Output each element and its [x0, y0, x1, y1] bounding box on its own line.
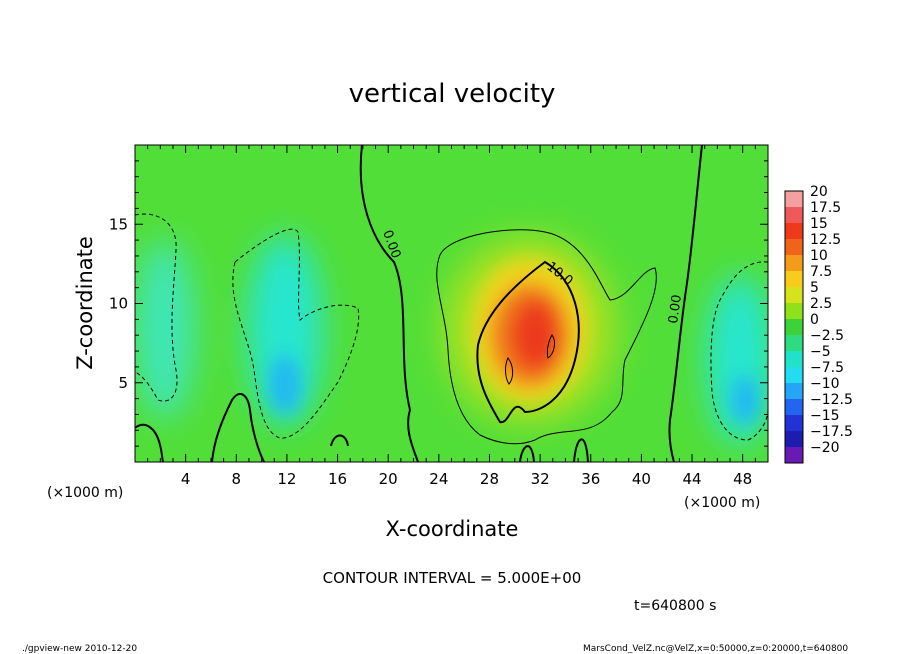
colorbar-label: −5: [810, 344, 831, 360]
positive-15-contour-a: [505, 357, 514, 385]
x-ticks: 4 8 12 16 20 24 28 32 36 40 44 48: [134, 145, 769, 488]
zero-contour-bottom-35k: [573, 438, 589, 462]
colorbar-label: 17.5: [810, 200, 841, 216]
x-unit-label-right: (×1000 m): [684, 495, 760, 511]
zero-contour-bottom-16k: [330, 434, 349, 447]
x-tick-label: 4: [181, 470, 191, 488]
y-tick-label: 5: [118, 374, 128, 392]
positive-10-contour: [476, 260, 580, 424]
positive-15-contour-b: [546, 334, 556, 359]
colorbar-label: −10: [810, 376, 840, 392]
colorbar-label: −7.5: [810, 360, 844, 376]
colorbar-swatch: [785, 415, 803, 432]
colorbar-swatch: [785, 383, 803, 400]
footer-left: ./gpview-new 2010-12-20: [22, 644, 137, 654]
colorbar: 2017.51512.5107.552.50−2.5−5−7.5−10−12.5…: [784, 184, 853, 464]
negative-contour-right: [710, 261, 768, 441]
colorbar-frame: [784, 190, 804, 464]
downdraft-left-region: [247, 235, 323, 425]
x-tick-label: 44: [682, 470, 701, 488]
x-tick-label: 8: [232, 470, 242, 488]
contour-label-zero-right: 0.00: [666, 294, 685, 325]
colorbar-label: 2.5: [810, 296, 832, 312]
y-axis-label: Z-coordinate: [73, 236, 97, 370]
colorbar-swatch: [785, 351, 803, 368]
colorbar-label: 12.5: [810, 232, 841, 248]
zero-contour-left: [359, 145, 419, 462]
colorbar-swatch: [785, 447, 803, 464]
colorbar-label: −2.5: [810, 328, 844, 344]
x-tick-label: 12: [277, 470, 296, 488]
footer-right: MarsCond_VelZ.nc@VelZ,x=0:50000,z=0:2000…: [583, 644, 848, 654]
colorbar-label: 5: [810, 280, 819, 296]
colorbar-swatch: [785, 207, 803, 224]
colorbar-label: 20: [810, 184, 828, 200]
colorbar-label: 0: [810, 312, 819, 328]
contour-interval-text: CONTOUR INTERVAL = 5.000E+00: [323, 569, 582, 587]
colorbar-swatch: [785, 255, 803, 272]
colorbar-label: 7.5: [810, 264, 832, 280]
plot-area: [135, 145, 768, 462]
x-tick-label: 16: [328, 470, 347, 488]
colorbar-swatch: [785, 191, 803, 208]
y-tick-label: 10: [109, 295, 128, 313]
downdraft-left-core: [269, 355, 301, 415]
downdraft-far-left-region: [135, 240, 195, 420]
colorbar-swatch: [785, 399, 803, 416]
colorbar-label: 15: [810, 216, 828, 232]
colorbar-swatch: [785, 239, 803, 256]
colorbar-swatch: [785, 223, 803, 240]
colorbar-label: −15: [810, 408, 840, 424]
chart-title: vertical velocity: [349, 79, 556, 109]
x-tick-label: 20: [379, 470, 398, 488]
colorbar-swatch: [785, 431, 803, 448]
downdraft-right-core: [731, 376, 759, 424]
zero-contour-right: [668, 145, 703, 462]
colorbar-label: 10: [810, 248, 828, 264]
x-tick-label: 28: [480, 470, 499, 488]
colorbar-swatch: [785, 287, 803, 304]
y-ticks: 5 10 15: [109, 144, 768, 463]
x-tick-label: 24: [429, 470, 448, 488]
x-unit-label-left: (×1000 m): [47, 485, 123, 501]
colorbar-swatch: [785, 303, 803, 320]
time-label: t=640800 s: [634, 598, 716, 614]
colorbar-swatch: [785, 271, 803, 288]
x-axis-label: X-coordinate: [386, 517, 519, 541]
negative-contour-far-left: [135, 213, 178, 402]
zero-contour-bottom-8k: [211, 392, 265, 462]
colorbar-label: −20: [810, 440, 840, 456]
x-tick-label: 36: [581, 470, 600, 488]
x-tick-label: 48: [733, 470, 752, 488]
colorbar-swatch: [785, 367, 803, 384]
x-tick-label: 40: [632, 470, 651, 488]
x-tick-label: 32: [531, 470, 550, 488]
zero-contour-bottom-0k: [135, 423, 164, 462]
positive-5-contour: [436, 229, 657, 445]
y-tick-label: 15: [109, 215, 128, 233]
colorbar-label: −12.5: [810, 392, 853, 408]
zero-contour-bottom-31k: [519, 445, 535, 462]
colorbar-label: −17.5: [810, 424, 853, 440]
colorbar-swatch: [785, 319, 803, 336]
colorbar-swatch: [785, 335, 803, 352]
